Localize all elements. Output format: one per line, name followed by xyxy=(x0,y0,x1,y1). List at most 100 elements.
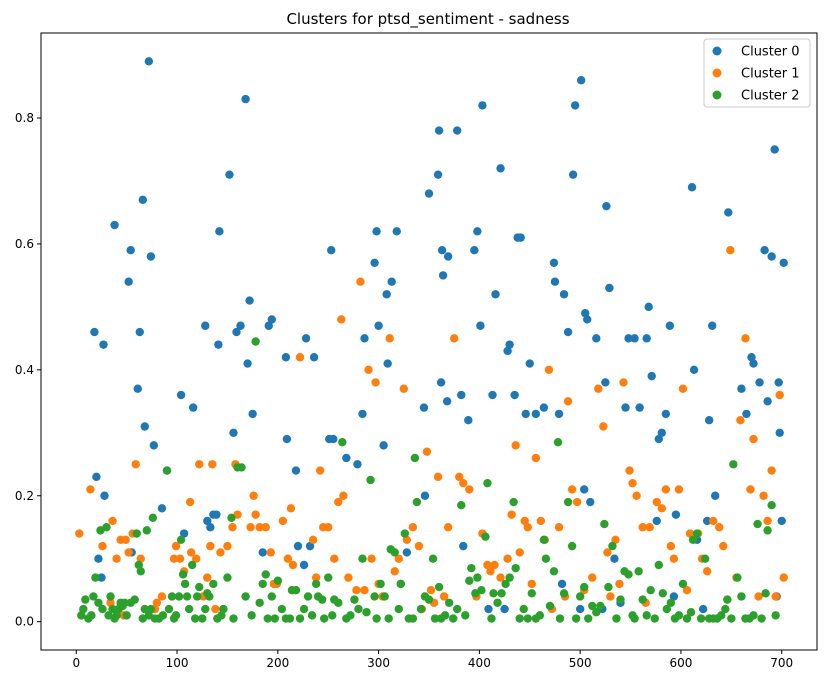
data-point xyxy=(437,246,447,255)
data-point xyxy=(198,614,207,623)
y-tick-label: 0.2 xyxy=(15,489,34,503)
data-point xyxy=(527,579,536,589)
data-point xyxy=(353,460,362,469)
data-point xyxy=(203,573,212,582)
data-point xyxy=(709,516,718,526)
data-point xyxy=(270,614,280,623)
data-point xyxy=(334,497,343,507)
data-point xyxy=(243,359,252,368)
data-point xyxy=(465,576,474,585)
data-point xyxy=(760,246,769,255)
data-point xyxy=(652,497,661,507)
data-point xyxy=(687,183,697,192)
data-point xyxy=(434,126,444,135)
x-tick-label: 500 xyxy=(569,656,592,670)
data-point xyxy=(179,529,189,538)
data-point xyxy=(241,592,250,601)
data-point xyxy=(263,614,272,623)
data-point xyxy=(525,359,534,368)
data-point xyxy=(554,409,564,419)
data-point xyxy=(87,611,96,620)
data-point xyxy=(308,535,318,545)
data-point xyxy=(291,466,301,475)
data-point xyxy=(140,604,149,614)
data-point xyxy=(408,523,418,532)
x-tick-label: 400 xyxy=(468,656,491,670)
data-point xyxy=(358,554,367,563)
data-point xyxy=(146,252,156,261)
data-point xyxy=(507,510,516,519)
data-point xyxy=(484,604,493,614)
data-point xyxy=(214,340,223,349)
data-point xyxy=(688,535,698,545)
data-point xyxy=(531,409,541,419)
data-point xyxy=(201,321,210,330)
plot-area-frame xyxy=(40,32,818,651)
data-point xyxy=(436,378,446,387)
data-point xyxy=(647,371,656,381)
data-point xyxy=(545,601,555,611)
data-point xyxy=(334,598,343,607)
data-point xyxy=(588,573,597,582)
data-point xyxy=(295,353,305,362)
data-point xyxy=(236,321,245,330)
data-point xyxy=(704,416,714,425)
data-point xyxy=(102,523,111,532)
data-point xyxy=(511,441,520,450)
data-point xyxy=(89,592,98,601)
data-point xyxy=(559,290,569,299)
data-point xyxy=(152,598,162,607)
data-point xyxy=(453,604,462,614)
data-point xyxy=(249,491,258,500)
data-point xyxy=(707,321,717,330)
data-point xyxy=(661,485,671,494)
data-point xyxy=(299,604,309,614)
data-point xyxy=(483,560,492,570)
data-point xyxy=(136,567,145,576)
data-point xyxy=(92,472,101,482)
legend: Cluster 0 Cluster 1 Cluster 2 xyxy=(703,38,811,108)
data-point xyxy=(757,614,766,623)
data-point xyxy=(106,592,115,601)
data-point xyxy=(711,491,720,500)
data-point xyxy=(755,378,764,387)
data-point xyxy=(419,403,429,412)
data-point xyxy=(277,604,287,614)
data-point xyxy=(251,510,260,519)
data-point xyxy=(203,516,212,526)
data-point xyxy=(488,390,497,400)
data-point xyxy=(120,598,129,607)
data-point xyxy=(90,327,99,337)
data-point xyxy=(100,491,109,500)
data-point xyxy=(354,604,363,614)
data-point xyxy=(742,409,751,419)
data-point xyxy=(410,453,420,463)
data-point xyxy=(390,567,399,576)
data-point xyxy=(192,554,201,563)
data-point xyxy=(108,516,117,526)
data-point xyxy=(228,523,237,532)
data-point xyxy=(140,422,149,431)
data-point xyxy=(248,409,257,419)
data-point xyxy=(311,573,321,582)
data-point xyxy=(278,516,288,526)
data-point xyxy=(216,548,225,557)
data-point xyxy=(624,570,633,579)
data-point xyxy=(201,604,210,614)
data-point xyxy=(700,554,710,563)
data-point xyxy=(605,283,614,293)
data-point xyxy=(215,227,224,236)
data-point xyxy=(342,453,351,463)
data-point xyxy=(433,170,443,179)
data-point xyxy=(689,365,699,375)
data-point xyxy=(531,453,541,463)
data-point xyxy=(382,290,391,299)
data-point xyxy=(448,614,458,623)
data-point xyxy=(678,384,688,393)
data-point xyxy=(559,589,569,598)
data-point xyxy=(520,516,529,526)
data-point xyxy=(133,384,142,393)
data-point xyxy=(108,604,117,614)
data-point xyxy=(491,290,500,299)
